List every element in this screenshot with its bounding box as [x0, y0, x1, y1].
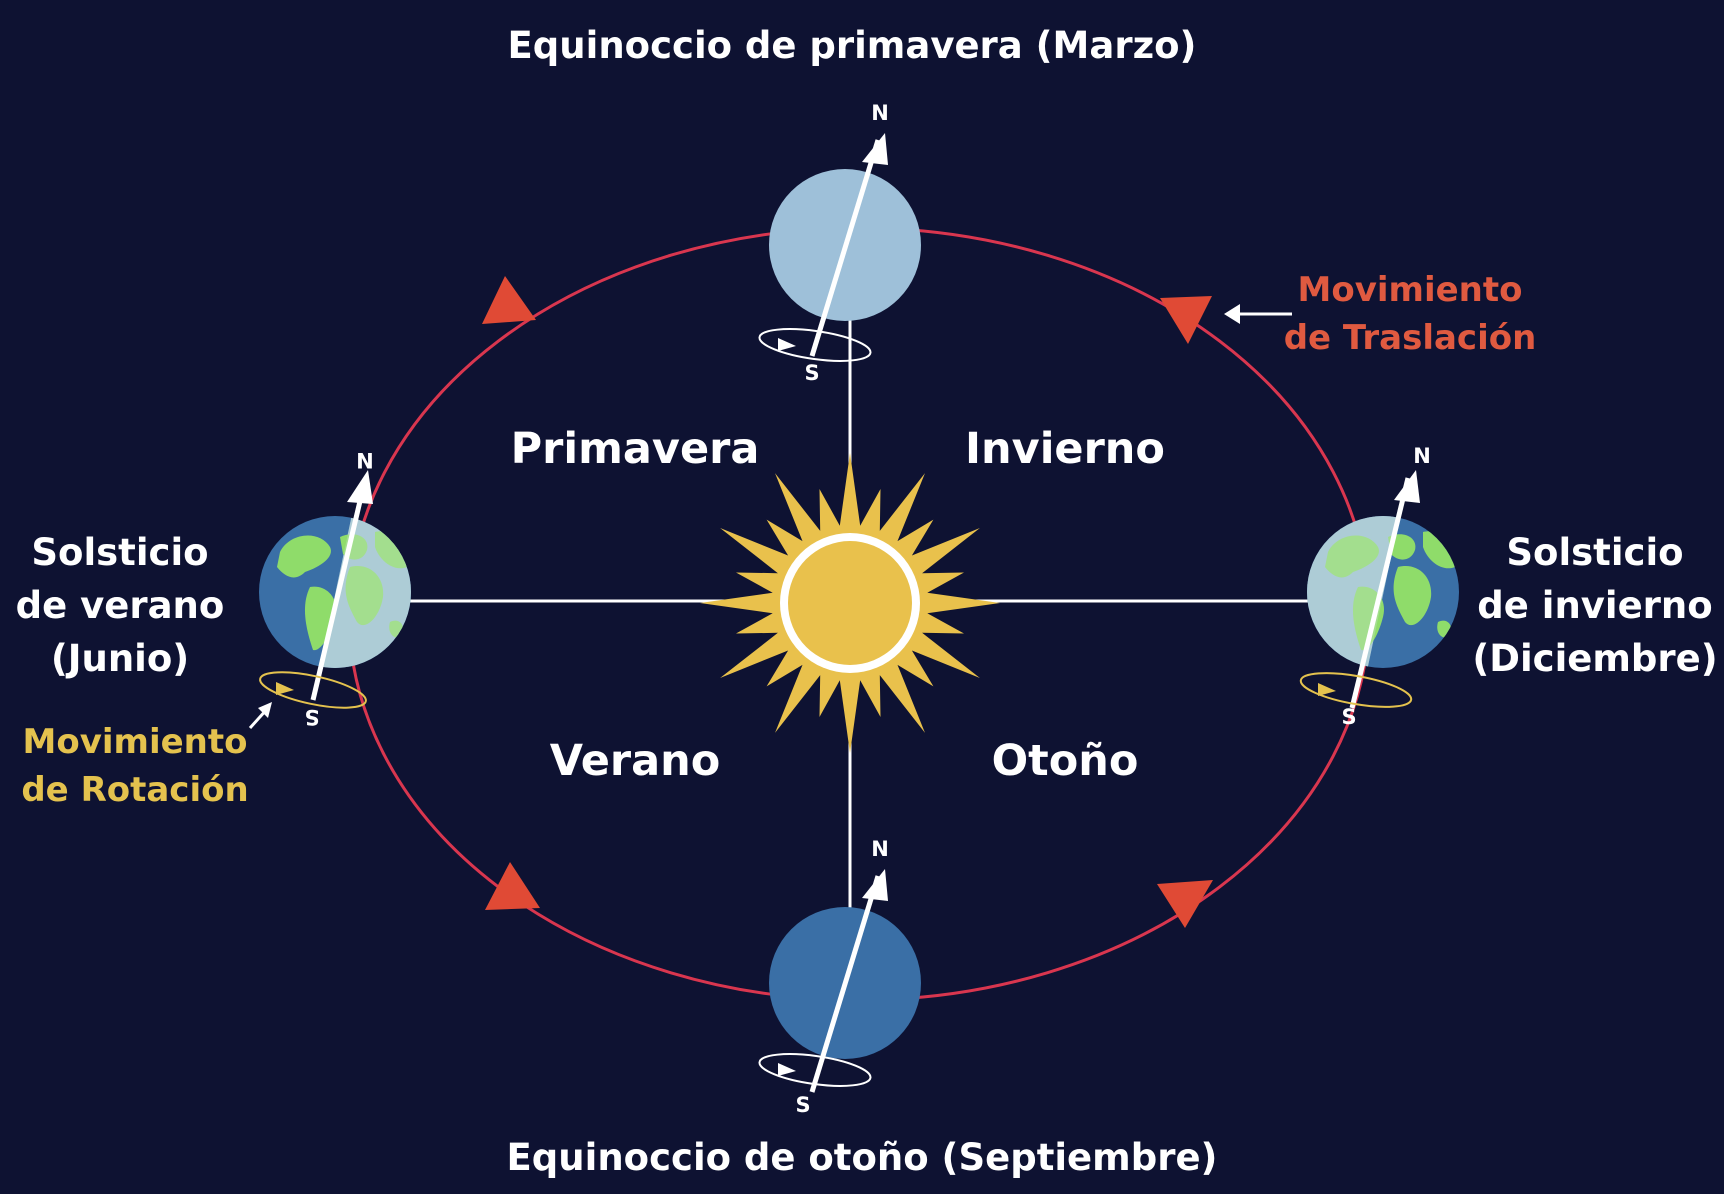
rotation-pointer-arrow-icon: [248, 702, 272, 730]
rotation-movement-label: Movimiento de Rotación: [2, 718, 268, 814]
south-pole-label: S: [1341, 705, 1356, 729]
season-label-otono: Otoño: [991, 736, 1139, 786]
solstice-summer-line: Solsticio: [31, 531, 209, 574]
north-pole-label: N: [356, 448, 374, 472]
south-pole-label: S: [795, 1093, 810, 1117]
title-spring-equinox: Equinoccio de primavera (Marzo): [507, 24, 1197, 67]
north-arrow-icon: [862, 133, 888, 165]
south-pole-label: S: [304, 705, 319, 729]
translation-line: de Traslación: [1283, 318, 1537, 358]
rotation-axis: [809, 875, 881, 1093]
rotation-ring-icon: [259, 671, 367, 709]
rotation-axis: [1349, 477, 1411, 709]
solstice-summer-label: Solsticio de verano (Junio): [2, 526, 238, 685]
earth-icon: [259, 516, 411, 668]
north-arrow-icon: [1394, 470, 1420, 503]
sun-core: [788, 541, 912, 665]
title-autumn-equinox: Equinoccio de otoño (Septiembre): [506, 1136, 1218, 1179]
north-pole-label: N: [1413, 444, 1431, 468]
translation-line: Movimiento: [1297, 270, 1523, 310]
rotation-ring-icon: [1299, 672, 1413, 708]
orbit-direction-arrow-icon: [482, 276, 536, 324]
rotation-line: Movimiento: [22, 722, 248, 762]
earth-icon: [1307, 516, 1459, 668]
rotation-arrow-icon: [1318, 683, 1336, 696]
solstice-summer-line: (Junio): [50, 637, 190, 680]
orbit-direction-arrow-icon: [1160, 296, 1212, 344]
rotation-arrow-icon: [276, 682, 294, 695]
sun-icon: [700, 453, 1000, 753]
solstice-winter-label: Solsticio de invierno (Diciembre): [1470, 526, 1720, 685]
rotation-arrow-icon: [778, 1063, 796, 1076]
solstice-winter-line: de invierno: [1477, 584, 1713, 627]
orbit-direction-arrow-icon: [485, 862, 540, 910]
season-label-verano: Verano: [549, 736, 721, 786]
translation-movement-label: Movimiento de Traslación: [1270, 266, 1550, 362]
north-pole-label: N: [871, 101, 889, 125]
translation-pointer-arrow-icon: [1224, 304, 1292, 324]
solstice-winter-line: Solsticio: [1506, 531, 1684, 574]
north-pole-label: N: [871, 837, 889, 861]
solstice-winter-line: (Diciembre): [1472, 637, 1718, 680]
south-pole-label: S: [804, 361, 819, 385]
orbit-direction-arrow-icon: [1157, 880, 1213, 928]
rotation-arrow-icon: [778, 338, 796, 351]
north-arrow-icon: [347, 470, 373, 504]
rotation-axis: [809, 139, 881, 357]
rotation-axis: [310, 479, 368, 701]
rotation-ring-icon: [758, 1053, 872, 1087]
rotation-ring-icon: [758, 328, 872, 362]
rotation-line: de Rotación: [21, 770, 249, 810]
solstice-summer-line: de verano: [15, 584, 225, 627]
north-arrow-icon: [862, 869, 888, 901]
season-label-primavera: Primavera: [510, 424, 760, 474]
season-label-invierno: Invierno: [965, 424, 1165, 474]
